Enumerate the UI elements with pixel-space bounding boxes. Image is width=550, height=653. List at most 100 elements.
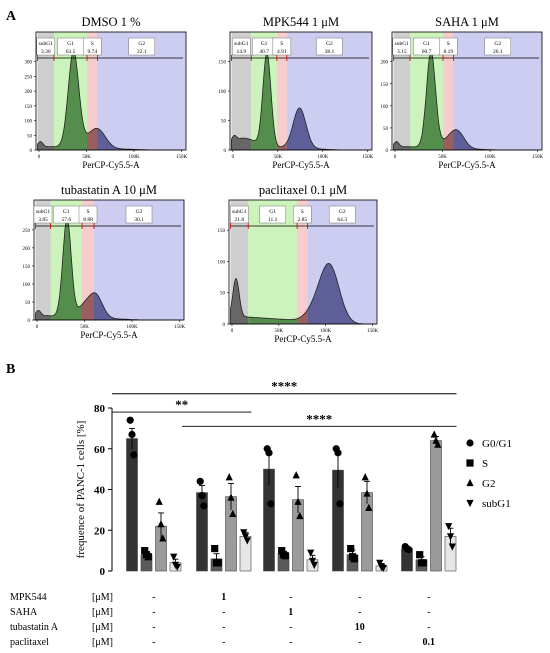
y-tick-label: 20 xyxy=(94,525,106,537)
gate-name: G2 xyxy=(136,209,143,215)
histogram-title: SAHA 1 μM xyxy=(435,15,499,29)
gate-name: G1 xyxy=(261,41,268,47)
y-tick-label: 0 xyxy=(223,323,226,328)
legend-marker xyxy=(466,479,473,486)
x-tick-label: 150K xyxy=(367,329,379,334)
bar xyxy=(431,441,442,571)
y-tick-label: 0 xyxy=(30,149,33,154)
gate-value: 21.8 xyxy=(235,217,245,223)
y-tick-label: 100 xyxy=(219,90,227,95)
y-tick-label: 50 xyxy=(221,120,227,125)
x-tick-label: 0 xyxy=(394,155,397,160)
panel-a-label: A xyxy=(6,9,17,24)
data-point xyxy=(226,473,233,480)
legend-label: G2 xyxy=(482,478,495,490)
y-tick-label: 50 xyxy=(25,301,31,306)
gate-value: 26.1 xyxy=(493,49,503,55)
x-axis-label: PerCP-Cy5.5-A xyxy=(80,330,138,340)
table-cell: - xyxy=(358,592,361,603)
table-row-name: MPK544 xyxy=(10,592,47,603)
x-tick-label: 0 xyxy=(38,155,41,160)
x-axis-label: PerCP-Cy5.5-A xyxy=(438,160,496,170)
data-point xyxy=(405,546,412,553)
table-cell: - xyxy=(152,607,155,618)
table-cell: - xyxy=(222,607,225,618)
gate-value: 8.19 xyxy=(443,49,453,55)
gate-name: subG1 xyxy=(234,41,249,47)
y-tick-label: 0 xyxy=(28,319,31,324)
gate-name: subG1 xyxy=(232,209,247,215)
data-point xyxy=(198,492,205,499)
gate-name: G1 xyxy=(423,41,430,47)
table-cell: - xyxy=(427,592,430,603)
table-cell: 1 xyxy=(221,592,226,603)
gate-name: S xyxy=(86,209,89,215)
y-axis-label: frequence of PANC-1 cells [%] xyxy=(75,421,87,559)
y-tick-label: 150 xyxy=(219,61,227,66)
x-tick-label: 0 xyxy=(231,329,234,334)
x-tick-label: 150K xyxy=(176,155,188,160)
legend-marker xyxy=(466,500,473,507)
gate-value: 2.85 xyxy=(297,217,307,223)
y-tick-label: 150 xyxy=(25,105,33,110)
table-cell: - xyxy=(152,637,155,648)
data-point xyxy=(130,451,137,458)
gate-value: 4.91 xyxy=(277,49,287,55)
legend-marker xyxy=(466,459,473,466)
table-row-name: paclitaxel xyxy=(10,637,49,648)
y-tick-label: 250 xyxy=(25,75,33,80)
data-point xyxy=(334,449,341,456)
data-point xyxy=(282,552,289,559)
table-row-name: SAHA xyxy=(10,607,38,618)
gate-value: 3.15 xyxy=(397,49,407,55)
bar xyxy=(240,536,251,571)
gate-name: S xyxy=(280,41,283,47)
y-tick-label: 100 xyxy=(25,120,33,125)
y-tick-label: 100 xyxy=(218,260,226,265)
data-point xyxy=(127,417,134,424)
bar xyxy=(127,439,138,571)
bar-chart: 020406080frequence of PANC-1 cells [%]**… xyxy=(75,379,512,578)
table-cell: - xyxy=(222,622,225,633)
y-tick-label: 50 xyxy=(383,127,389,132)
histogram-panel: DMSO 1 % subG1 3.30 G1 63.5 S 9.74 G2 22.1 0 50 100… xyxy=(25,15,188,170)
table-cell: - xyxy=(427,607,430,618)
data-point xyxy=(347,545,354,552)
y-tick-label: 250 xyxy=(23,229,31,234)
data-point xyxy=(197,478,204,485)
data-point xyxy=(431,430,438,437)
table-cell: - xyxy=(222,637,225,648)
data-point xyxy=(157,520,164,527)
x-tick-label: 0 xyxy=(36,325,39,330)
x-tick-label: 150K xyxy=(174,325,186,330)
y-tick-label: 40 xyxy=(94,485,106,497)
table-row-unit: [μM] xyxy=(92,622,113,633)
gate-value: 9.74 xyxy=(87,49,97,55)
y-tick-label: 80 xyxy=(94,403,106,415)
y-tick-label: 100 xyxy=(381,105,389,110)
table-cell: - xyxy=(358,607,361,618)
gate-value: 38.1 xyxy=(325,49,335,55)
data-point xyxy=(156,498,163,505)
data-point xyxy=(351,555,358,562)
y-tick-label: 200 xyxy=(381,61,389,66)
legend-label: G0/G1 xyxy=(482,438,512,450)
table-row-name: tubastatin A xyxy=(10,622,59,633)
gate-value: 30.1 xyxy=(134,217,144,223)
x-axis-label: PerCP-Cy5.5-A xyxy=(82,160,140,170)
gate-name: G1 xyxy=(63,209,70,215)
gate-value: 57.6 xyxy=(61,217,71,223)
table-cell: - xyxy=(289,622,292,633)
table-row-unit: [μM] xyxy=(92,637,113,648)
gate-name: G2 xyxy=(326,41,333,47)
data-point xyxy=(265,449,272,456)
gate-value: 63.5 xyxy=(66,49,76,55)
data-point xyxy=(293,471,300,478)
data-point xyxy=(362,473,369,480)
table-cell: - xyxy=(289,592,292,603)
histogram-panel: tubastatin A 10 μM subG1 3.85 G1 57.6 S 8.88 G2… xyxy=(23,183,186,340)
data-point xyxy=(267,500,274,507)
data-point xyxy=(128,431,135,438)
data-point xyxy=(200,502,207,509)
